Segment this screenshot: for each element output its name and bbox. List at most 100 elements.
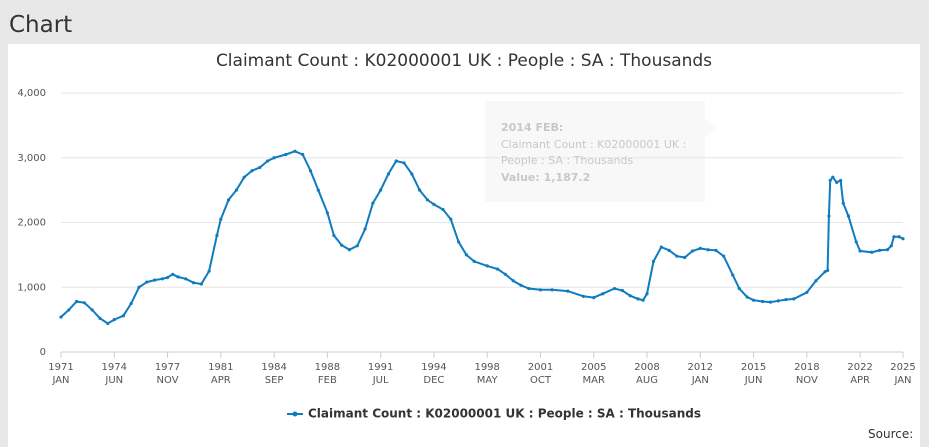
data-point <box>472 259 476 263</box>
data-point <box>82 301 86 305</box>
tooltip-series-line: People : SA : Thousands <box>501 154 633 167</box>
data-point <box>601 292 605 296</box>
data-point <box>503 272 507 276</box>
data-point <box>698 246 702 250</box>
x-tick-label: 1971 JAN <box>48 362 74 386</box>
data-point <box>714 248 718 252</box>
x-tick-label: 1998 MAY <box>474 362 500 386</box>
data-point <box>266 159 270 163</box>
data-point <box>901 237 905 241</box>
data-point <box>165 275 170 280</box>
data-point <box>858 249 862 253</box>
data-point <box>839 178 843 183</box>
data-point <box>106 321 110 326</box>
legend-marker <box>292 411 298 417</box>
data-point <box>620 288 624 293</box>
data-point <box>191 281 196 285</box>
tooltip-value: Value: 1,187.2 <box>501 171 590 184</box>
data-point <box>581 294 585 298</box>
data-point <box>227 198 231 202</box>
data-point <box>464 253 469 257</box>
data-point <box>418 188 422 192</box>
data-point <box>527 286 531 291</box>
data-point <box>145 280 149 284</box>
data-point <box>835 180 839 184</box>
data-point <box>410 172 414 176</box>
data-point <box>538 288 543 292</box>
data-point <box>284 152 288 157</box>
data-point <box>659 245 663 249</box>
data-point <box>457 240 461 244</box>
data-point <box>889 244 893 248</box>
data-point <box>379 188 383 192</box>
data-point <box>432 202 436 206</box>
data-point <box>675 254 679 258</box>
tooltip-series-line: Claimant Count : K02000001 UK : <box>501 138 686 151</box>
legend-label: Claimant Count : K02000001 UK : People :… <box>308 407 701 421</box>
tooltip-pointer <box>705 118 717 138</box>
data-point <box>386 172 391 176</box>
data-point <box>363 227 367 231</box>
x-tick-label: 2005 MAR <box>581 362 607 386</box>
data-point <box>784 297 788 302</box>
data-point <box>67 308 71 312</box>
series-line <box>60 150 904 325</box>
x-tick-label: 1977 NOV <box>154 362 181 386</box>
data-point <box>737 286 741 291</box>
data-point <box>449 217 453 221</box>
header-title: Chart <box>9 12 73 38</box>
data-point <box>495 267 500 271</box>
data-point <box>215 233 219 238</box>
data-point <box>768 300 773 304</box>
x-tick-label: 2018 NOV <box>794 362 820 386</box>
data-point <box>612 286 617 291</box>
y-tick-label: 0 <box>40 347 46 358</box>
data-point <box>258 165 262 170</box>
data-point <box>332 233 336 238</box>
data-point <box>402 161 406 165</box>
data-point <box>805 290 809 295</box>
data-point <box>219 217 223 221</box>
data-point <box>371 201 375 205</box>
data-point <box>592 296 596 300</box>
data-point <box>776 299 780 303</box>
data-point <box>176 275 180 279</box>
tooltip-series: Claimant Count : K02000001 UK : People : … <box>501 138 686 167</box>
x-tick-label: 2025 JAN <box>890 362 916 386</box>
data-point <box>636 297 640 301</box>
x-tick-label: 1981 APR <box>208 362 234 386</box>
data-point <box>846 214 851 218</box>
data-point <box>325 211 329 215</box>
data-point <box>59 315 63 319</box>
data-point <box>441 207 445 212</box>
data-point <box>828 178 832 183</box>
data-point <box>792 297 796 301</box>
panel <box>8 44 920 447</box>
data-point <box>272 156 276 160</box>
data-point <box>308 169 313 173</box>
data-point <box>667 248 671 252</box>
x-tick-label: 2015 JUN <box>740 362 767 386</box>
x-tick-label: 1994 DEC <box>421 362 447 386</box>
data-point <box>519 283 523 287</box>
x-tick-label: 1984 SEP <box>261 362 287 386</box>
data-point <box>74 299 79 304</box>
data-point <box>184 277 188 281</box>
data-point <box>293 149 297 153</box>
data-point <box>301 152 305 157</box>
data-point <box>628 294 632 298</box>
data-point <box>641 298 645 302</box>
data-point <box>550 288 554 292</box>
data-point <box>152 278 157 282</box>
data-point <box>651 259 656 263</box>
data-point <box>878 248 882 252</box>
x-tick-label: 2008 AUG <box>634 362 660 386</box>
y-tick-label: 3,000 <box>17 153 46 164</box>
data-point <box>814 279 818 283</box>
data-point <box>827 214 831 218</box>
data-point <box>751 298 756 302</box>
y-tick-label: 4,000 <box>17 88 46 99</box>
data-point <box>892 235 896 239</box>
